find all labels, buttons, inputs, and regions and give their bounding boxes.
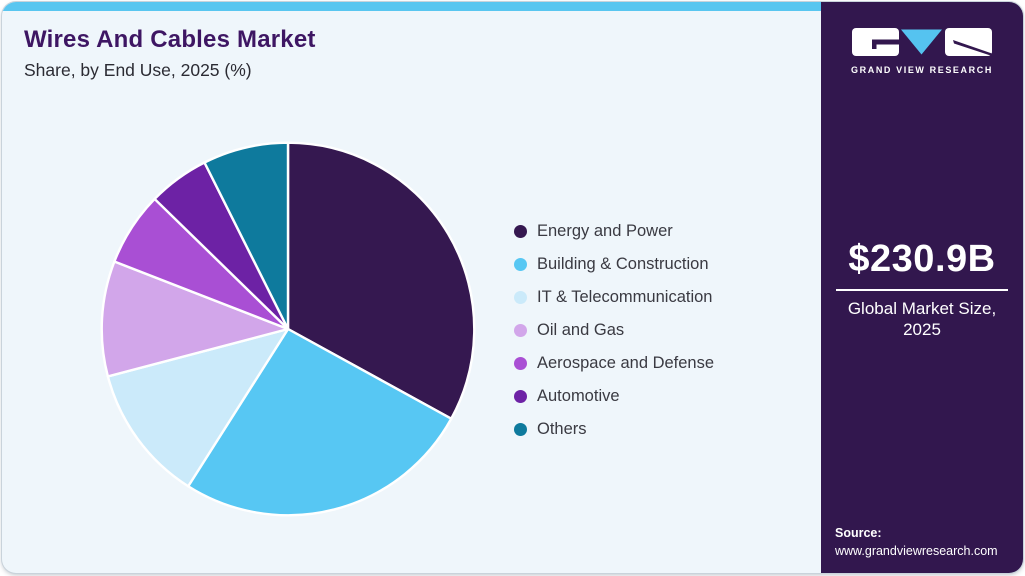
source-label: Source: [835, 525, 882, 540]
r-block-icon [945, 28, 992, 56]
top-accent-bar [2, 2, 821, 11]
market-size-value: $230.9B [848, 238, 996, 280]
sidebar: GRAND VIEW RESEARCH $230.9B Global Marke… [821, 2, 1023, 573]
chart-panel: Wires And Cables Market Share, by End Us… [2, 2, 821, 573]
legend-label: Oil and Gas [537, 321, 625, 339]
legend-item-2: IT & Telecommunication [514, 281, 714, 314]
legend-swatch-icon [514, 225, 527, 238]
legend-swatch-icon [514, 324, 527, 337]
pie-slice-0 [286, 141, 476, 420]
legend-label: Automotive [537, 387, 620, 405]
market-size-label-line1: Global Market Size, [847, 298, 997, 318]
market-size-label-line2: 2025 [903, 320, 941, 340]
legend-label: Energy and Power [537, 222, 673, 240]
legend-swatch-icon [514, 291, 527, 304]
legend-item-0: Energy and Power [514, 215, 714, 248]
page-subtitle: Share, by End Use, 2025 (%) [24, 60, 252, 80]
legend-item-3: Oil and Gas [514, 314, 714, 347]
pie-slice-2 [106, 327, 290, 488]
legend-swatch-icon [514, 423, 527, 436]
legend-item-1: Building & Construction [514, 248, 714, 281]
market-size-block: $230.9B Global Market Size, 2025 [821, 238, 1023, 341]
pie-slice-3 [100, 260, 290, 378]
market-size-label: Global Market Size, 2025 [821, 298, 1023, 341]
source-block: Source: www.grandviewresearch.com [835, 524, 998, 560]
pie-slice-1 [186, 327, 453, 517]
gvr-logo-icon [852, 28, 992, 56]
legend-swatch-icon [514, 258, 527, 271]
legend-label: Others [537, 420, 587, 438]
legend-swatch-icon [514, 357, 527, 370]
legend-item-4: Aerospace and Defense [514, 347, 714, 380]
brand-block: GRAND VIEW RESEARCH [821, 27, 1023, 75]
source-url-link[interactable]: www.grandviewresearch.com [835, 543, 998, 558]
legend-label: Aerospace and Defense [537, 354, 715, 372]
g-block-icon [852, 28, 899, 56]
pie-chart-svg [100, 141, 476, 517]
legend-swatch-icon [514, 390, 527, 403]
brand-name: GRAND VIEW RESEARCH [851, 65, 993, 75]
pie-chart [98, 139, 478, 519]
legend-label: IT & Telecommunication [537, 288, 713, 306]
legend-item-6: Others [514, 413, 714, 446]
legend-item-5: Automotive [514, 380, 714, 413]
pie-slice-6 [203, 141, 290, 331]
v-triangle-icon [901, 29, 942, 55]
page-title: Wires And Cables Market [24, 26, 316, 53]
divider [836, 288, 1008, 291]
header: Wires And Cables Market Share, by End Us… [24, 26, 316, 81]
legend-label: Building & Construction [537, 255, 709, 273]
legend: Energy and Power Building & Construction I… [514, 215, 714, 446]
